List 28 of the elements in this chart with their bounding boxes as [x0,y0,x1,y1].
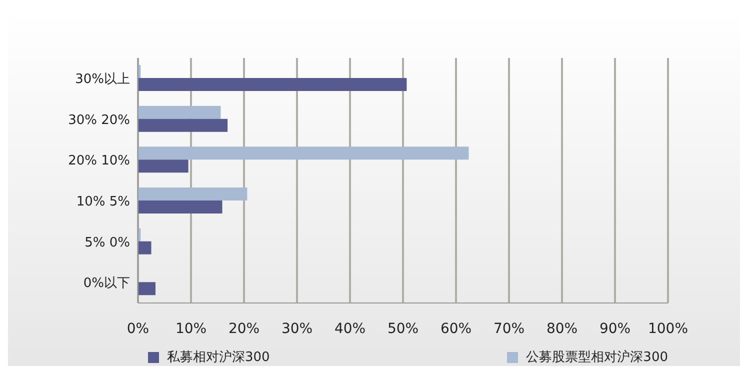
x-tick-label: 0% [126,320,150,337]
legend-label: 公募股票型相对沪深300 [526,349,668,366]
bar [138,118,228,132]
x-tick-label: 80% [546,320,578,337]
bar [138,282,156,296]
x-tick-label: 50% [387,320,419,337]
x-tick-label: 30% [281,320,313,337]
x-tick-label: 40% [334,320,366,337]
legend-label: 私募相对沪深300 [167,349,270,366]
bar [138,106,221,119]
y-tick-label: 20% 10% [68,154,130,169]
y-tick-label: 30% 20% [68,112,130,128]
x-tick-label: 100% [648,320,688,337]
y-tick-label: 5% 0% [84,235,130,250]
x-tick-label: 20% [228,320,260,337]
bar [138,78,407,91]
bar [138,160,188,173]
bar [138,188,248,200]
y-tick-label: 30%以上 [75,72,130,88]
y-tick-label: 0%以下 [83,276,130,292]
bar [138,200,222,214]
x-tick-label: 10% [175,320,207,337]
x-tick-label: 70% [493,320,525,337]
bar [138,241,152,254]
y-tick-label: 10% 5% [76,194,130,210]
x-tick-label: 60% [440,320,472,337]
bar [138,146,469,160]
x-tick-label: 90% [599,320,631,337]
